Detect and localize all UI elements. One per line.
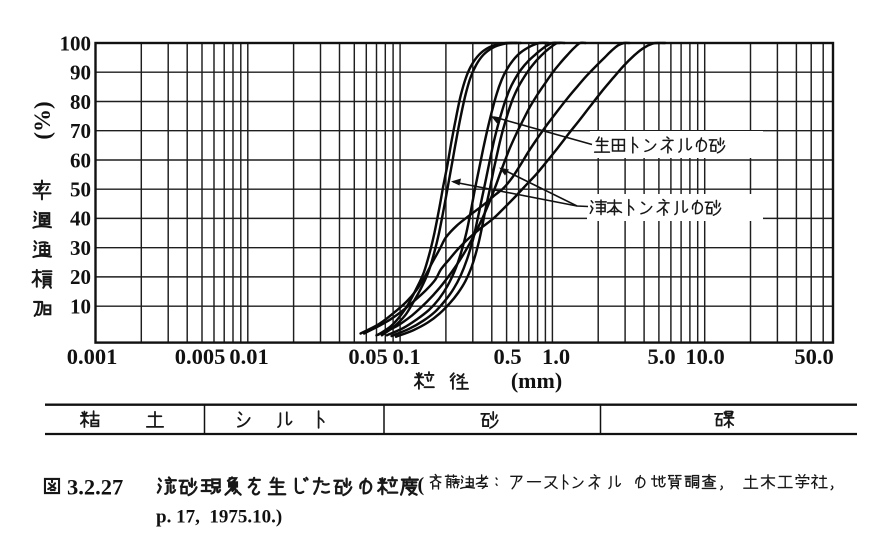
svg-text:10.0: 10.0 bbox=[685, 344, 724, 369]
svg-text:0.005: 0.005 bbox=[175, 344, 226, 369]
svg-text:0.001: 0.001 bbox=[67, 344, 118, 369]
svg-text:10: 10 bbox=[70, 295, 91, 319]
svg-text:0.05: 0.05 bbox=[348, 344, 387, 369]
svg-text:0.01: 0.01 bbox=[229, 344, 268, 369]
svg-text:3.2.27: 3.2.27 bbox=[67, 474, 123, 499]
svg-text:p. 17, 1975.10.): p. 17, 1975.10.) bbox=[156, 507, 282, 528]
svg-text:40: 40 bbox=[70, 207, 91, 231]
svg-text:(%): (%) bbox=[30, 101, 55, 139]
svg-text:50.0: 50.0 bbox=[794, 344, 833, 369]
svg-text:60: 60 bbox=[70, 148, 91, 172]
svg-text:0.5: 0.5 bbox=[493, 344, 521, 369]
svg-text:0.1: 0.1 bbox=[392, 344, 420, 369]
svg-text:(: ( bbox=[418, 474, 425, 496]
svg-text:100: 100 bbox=[60, 31, 92, 55]
svg-text:90: 90 bbox=[70, 61, 91, 85]
svg-text:5.0: 5.0 bbox=[647, 344, 675, 369]
svg-text:1.0: 1.0 bbox=[542, 344, 570, 369]
svg-text:20: 20 bbox=[70, 265, 91, 289]
svg-text:70: 70 bbox=[70, 119, 91, 143]
svg-text:50: 50 bbox=[70, 178, 91, 202]
svg-text:(mm): (mm) bbox=[511, 368, 562, 393]
svg-text:80: 80 bbox=[70, 90, 91, 114]
svg-text:30: 30 bbox=[70, 236, 91, 260]
